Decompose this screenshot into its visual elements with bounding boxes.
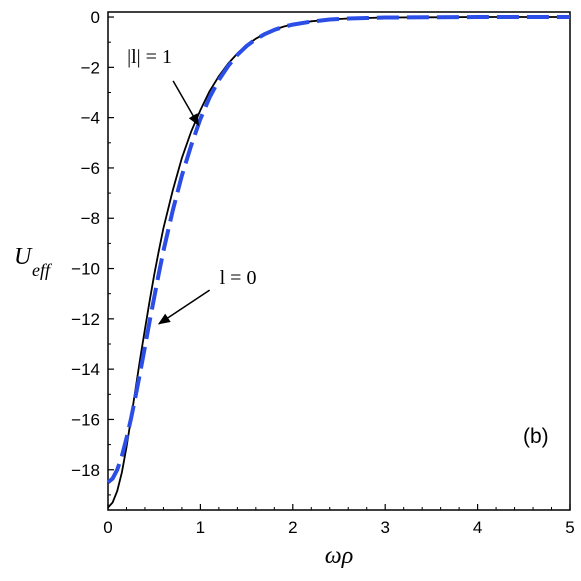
- y-axis-label-subscript: eff: [32, 260, 53, 280]
- y-axis-label-main: U: [14, 244, 33, 270]
- panel-label: (b): [523, 425, 549, 448]
- annotation-label: l = 0: [220, 267, 257, 289]
- x-axis-ticks: 0 1 2 3 4 5: [103, 504, 575, 537]
- series-solid-line: [107, 16, 570, 509]
- y-tick-label: −16: [71, 410, 100, 429]
- x-axis-label: ωρ: [325, 543, 353, 569]
- x-tick-label: 1: [196, 518, 205, 537]
- annotation-arrow: [157, 289, 211, 325]
- x-tick-label: 4: [473, 518, 482, 537]
- y-tick-label: −10: [71, 260, 100, 279]
- y-tick-label: 0: [91, 8, 100, 27]
- y-tick-label: −12: [71, 310, 100, 329]
- x-tick-label: 0: [103, 518, 112, 537]
- plot-frame: [107, 11, 571, 511]
- y-tick-label: −6: [81, 159, 100, 178]
- annotation-arrow: [172, 80, 200, 127]
- x-tick-label: 5: [565, 518, 574, 537]
- y-tick-label: −14: [71, 360, 100, 379]
- x-tick-label: 3: [380, 518, 389, 537]
- y-axis-label: U eff: [14, 244, 53, 280]
- series-layer: [106, 15, 570, 509]
- y-tick-label: −4: [81, 109, 100, 128]
- y-tick-label: −2: [81, 58, 100, 77]
- y-tick-label: −8: [81, 209, 100, 228]
- annotation-label: |l| = 1: [127, 46, 172, 68]
- series-dashed-line: [106, 15, 570, 484]
- annotation-layer: |l| = 1 l = 0: [127, 46, 257, 325]
- y-tick-label: −18: [71, 461, 100, 480]
- y-axis-ticks: 0 −2 −4 −6 −8 −10 −12 −14 −16 −18: [71, 8, 114, 496]
- x-tick-label: 2: [288, 518, 297, 537]
